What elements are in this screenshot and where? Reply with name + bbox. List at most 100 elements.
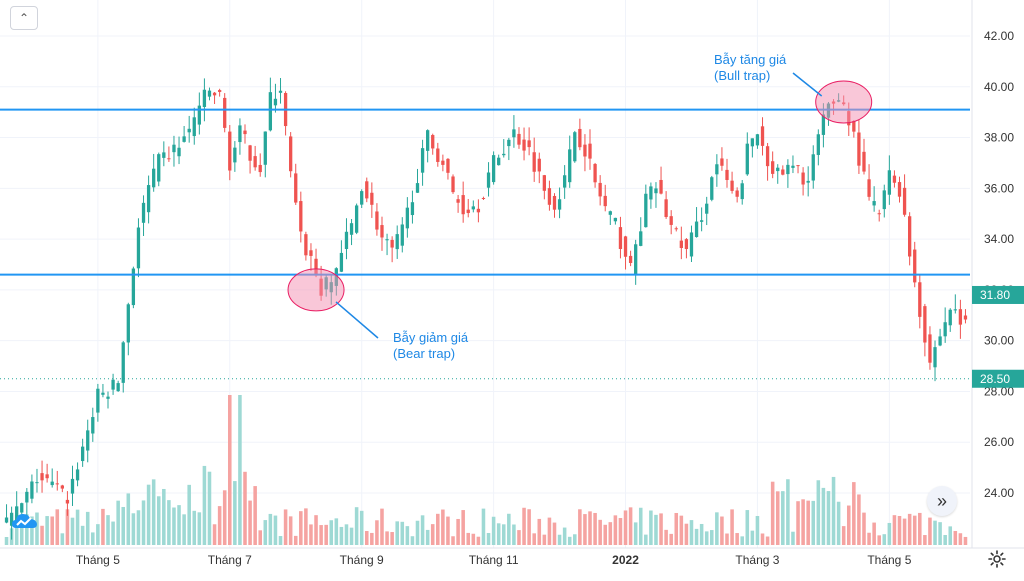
volume-bar [750,530,755,545]
volume-bar [704,531,709,545]
volume-bar [243,471,247,545]
volume-bar [902,518,907,545]
candle-body [603,195,607,207]
price-tick-label: 42.00 [984,29,1014,43]
volume-bar [410,536,415,545]
candle-body [141,202,146,223]
candle-body [385,239,389,241]
collapse-button[interactable]: ⌃ [10,6,38,30]
volume-bar [425,529,430,545]
volume-bar [192,510,197,545]
candle-body [958,309,963,325]
candle-body [862,151,866,172]
scroll-to-realtime-button[interactable]: » [927,486,957,516]
candle-body [644,193,648,228]
candle-body [938,336,942,346]
candle-body [537,158,541,172]
candle-body [948,309,952,326]
candle-body [486,172,491,188]
candle-body [395,234,399,250]
candle-body [299,201,303,232]
volume-bar [862,512,866,545]
volume-bar [253,486,257,545]
price-tick-label: 40.00 [984,80,1014,94]
candle-body [568,149,572,183]
candle-body [705,203,709,214]
candle-body [238,125,242,143]
candle-body [765,146,770,167]
volume-bar [85,511,90,545]
volume-bar [720,516,724,545]
candle-body [289,136,293,172]
candle-body [654,188,658,194]
candle-body [426,130,430,151]
volume-bar [517,530,521,545]
candle-body [375,211,379,230]
candle-body [628,255,633,263]
volume-bar [654,514,658,545]
volume-bar [664,529,668,545]
candle-body [760,126,765,146]
candle-body [699,220,704,222]
volume-bar [618,518,623,545]
candle-body [207,90,212,97]
volume-bar [852,482,856,545]
volume-bar [380,508,384,545]
candle-body [497,157,501,166]
volume-bar [233,481,237,545]
volume-bar [760,533,765,545]
volume-bar [527,509,531,545]
candle-body [101,392,105,395]
candle-body [60,485,64,489]
volume-bar [841,526,846,545]
price-tick-label: 26.00 [984,435,1014,449]
volume-bar [933,520,937,545]
candle-body [354,205,359,233]
volume-bar [836,501,841,545]
volume-bar [80,525,85,545]
candle-body [476,208,481,213]
volume-bar [745,510,750,545]
volume-bar [14,515,19,545]
bear-trap-pointer [335,301,379,339]
candle-body [456,199,460,203]
candle-body [35,482,39,484]
volume-bar [522,507,526,545]
volume-bar [806,500,810,545]
volume-bar [96,524,100,545]
volume-bar [273,515,278,545]
volume-bar [385,531,389,545]
volume-bar [187,484,191,545]
settings-button[interactable] [986,548,1008,570]
volume-bar [608,522,613,545]
time-tick-label: Tháng 5 [867,553,911,567]
volume-bar [278,536,283,545]
candle-body [730,180,734,191]
candle-body [689,232,694,257]
candle-body [253,156,257,168]
volume-bar [344,524,349,545]
candle-body [694,221,699,238]
volume-bar [222,490,227,545]
volume-bar [578,509,582,545]
volume-bar [846,505,851,545]
candle-body [349,223,354,235]
volume-bar [770,481,775,545]
volume-bar [775,491,780,545]
volume-bar [892,515,897,545]
volume-bar [420,515,425,545]
candle-body [111,379,115,390]
candle-body [339,252,344,272]
candle-body [923,306,927,343]
time-tick-label: Tháng 7 [208,553,252,567]
volume-bar [897,515,902,545]
candle-body [25,491,29,503]
candle-body [522,139,526,151]
candle-body [30,481,34,499]
volume-bar [786,479,790,545]
volume-bar [948,526,953,545]
candle-body [212,92,217,96]
volume-bar [136,510,141,545]
